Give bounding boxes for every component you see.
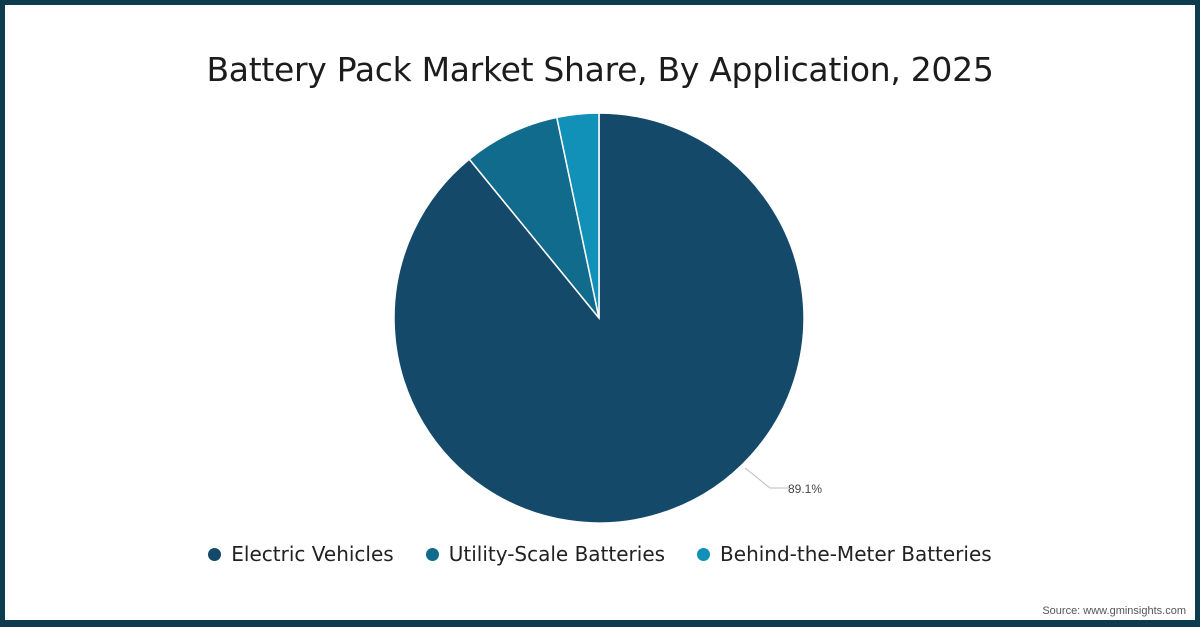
source-note: Source: www.gminsights.com [1042, 605, 1186, 617]
legend-label: Electric Vehicles [231, 542, 394, 566]
legend-item-electric-vehicles[interactable]: Electric Vehicles [208, 542, 394, 566]
leader-line [744, 467, 790, 489]
legend: Electric Vehicles Utility-Scale Batterie… [0, 542, 1200, 566]
legend-dot-icon [425, 547, 439, 561]
legend-item-behind-the-meter[interactable]: Behind-the-Meter Batteries [697, 542, 992, 566]
legend-dot-icon [697, 547, 711, 561]
slice-behind-the-meter[interactable] [555, 112, 600, 319]
slice-utility-scale[interactable] [468, 116, 600, 319]
legend-label: Behind-the-Meter Batteries [720, 542, 992, 566]
legend-dot-icon [208, 547, 222, 561]
legend-item-utility-scale[interactable]: Utility-Scale Batteries [425, 542, 666, 566]
legend-label: Utility-Scale Batteries [448, 542, 666, 566]
chart-title: Battery Pack Market Share, By Applicatio… [206, 50, 994, 89]
data-label-ev: 89.1% [788, 482, 822, 496]
